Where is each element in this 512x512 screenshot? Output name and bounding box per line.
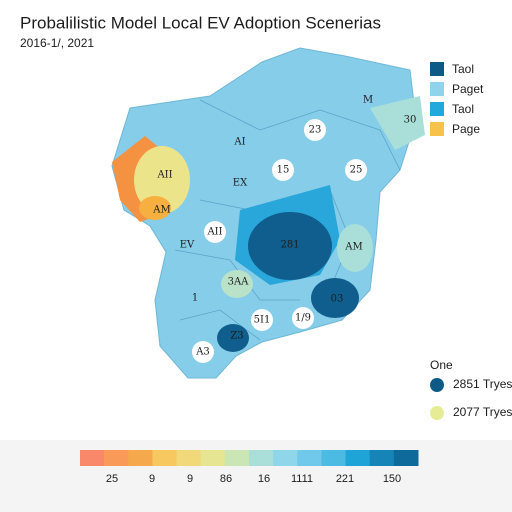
label-circle bbox=[251, 309, 273, 331]
region-label: AII bbox=[206, 227, 222, 238]
label-circle bbox=[272, 159, 294, 181]
colorbar-swatch bbox=[393, 450, 419, 466]
colorbar-label: 16 bbox=[258, 473, 270, 485]
region bbox=[139, 196, 171, 220]
colorbar-swatch bbox=[369, 450, 395, 466]
label-circle bbox=[204, 221, 226, 243]
region-label: 03 bbox=[331, 294, 344, 305]
title: Probalilistic Model Local EV Adoption Sc… bbox=[20, 13, 381, 32]
colorbar-swatch bbox=[152, 450, 178, 466]
colorbar-swatch bbox=[297, 450, 322, 466]
legend: Taol Paget Taol Page bbox=[430, 62, 484, 136]
region-label: 25 bbox=[350, 165, 363, 176]
colorbar-label: 25 bbox=[106, 473, 118, 485]
marker-legend-title: One bbox=[430, 358, 453, 372]
colorbar-swatch bbox=[200, 450, 226, 466]
region-label: M bbox=[363, 95, 373, 106]
legend-swatch bbox=[430, 82, 444, 96]
region bbox=[221, 270, 253, 298]
region-label: 30 bbox=[404, 115, 417, 126]
marker-legend: 2851 Tryes 2077 Tryes bbox=[430, 377, 512, 420]
legend-swatch bbox=[430, 62, 444, 76]
region-label: AII bbox=[156, 170, 172, 181]
marker-swatch bbox=[430, 406, 444, 420]
colorbar-swatch bbox=[273, 450, 298, 466]
region-label: 281 bbox=[280, 240, 299, 251]
region bbox=[217, 324, 249, 352]
region-label: 5I1 bbox=[254, 315, 271, 326]
region-label: EX bbox=[233, 178, 248, 189]
region-label: 3AA bbox=[228, 277, 250, 288]
colorbar-label: 150 bbox=[383, 473, 401, 485]
region bbox=[337, 224, 373, 272]
region bbox=[370, 96, 425, 150]
colorbar-label: 86 bbox=[220, 473, 232, 485]
region-label: AM bbox=[152, 205, 170, 216]
legend-label: Page bbox=[452, 122, 480, 136]
label-circle bbox=[304, 119, 326, 141]
region-label: 23 bbox=[309, 125, 322, 136]
legend-swatch bbox=[430, 122, 444, 136]
colorbar-swatch bbox=[224, 450, 250, 466]
colorbar-swatch bbox=[176, 450, 202, 466]
legend-swatch bbox=[430, 102, 444, 116]
region bbox=[248, 212, 332, 280]
colorbar-label: 9 bbox=[187, 473, 193, 485]
region-label: AM bbox=[344, 242, 362, 253]
colorbar-swatch bbox=[249, 450, 274, 466]
label-circle bbox=[345, 159, 367, 181]
legend-label: Taol bbox=[452, 62, 474, 76]
region-label: A3 bbox=[195, 347, 210, 358]
marker-label: 2077 Tryes bbox=[453, 405, 512, 419]
marker-label: 2851 Tryes bbox=[453, 377, 512, 391]
region-label: 1/9 bbox=[295, 313, 311, 324]
colorbar-label: 221 bbox=[336, 473, 354, 485]
map bbox=[111, 47, 425, 379]
colorbar: 25 9 9 86 16 1111 221 150 bbox=[80, 450, 419, 485]
legend-label: Taol bbox=[452, 102, 474, 116]
colorbar-swatch bbox=[345, 450, 371, 466]
region-label: 15 bbox=[277, 165, 290, 176]
region-labels: M AI 23 30 AII EX 15 25 AM AII EV 281 AM 1 3AA 03 5I1 1/9… bbox=[152, 95, 417, 363]
region-label: EV bbox=[180, 240, 195, 251]
region bbox=[134, 146, 190, 214]
legend-label: Paget bbox=[452, 82, 484, 96]
colorbar-swatch bbox=[104, 450, 129, 466]
marker-swatch bbox=[430, 378, 444, 392]
label-circle bbox=[292, 307, 314, 329]
region-label: 1 bbox=[192, 293, 198, 304]
colorbar-swatch bbox=[321, 450, 347, 466]
region bbox=[311, 278, 359, 318]
colorbar-label: 1111 bbox=[291, 473, 313, 485]
colorbar-swatch bbox=[80, 450, 105, 466]
region-label: Z3 bbox=[230, 331, 243, 342]
colorbar-label: 9 bbox=[149, 473, 155, 485]
subtitle: 2016-1/, 2021 bbox=[20, 36, 94, 50]
region-label: AI bbox=[233, 137, 245, 148]
label-circle bbox=[192, 341, 214, 363]
colorbar-swatch bbox=[128, 450, 153, 466]
